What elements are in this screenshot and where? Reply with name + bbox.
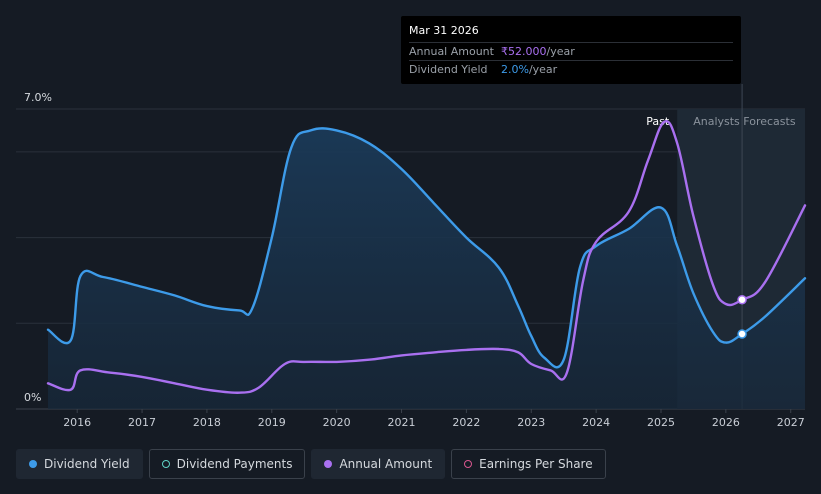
tooltip-date: Mar 31 2026 xyxy=(409,24,479,37)
tooltip-dividend-yield-label: Dividend Yield xyxy=(409,63,488,76)
legend-dot-annual-amount xyxy=(324,460,333,468)
past-label: Past xyxy=(646,115,670,128)
y-tick-label: 7.0% xyxy=(24,91,52,104)
x-tick-label: 2021 xyxy=(388,416,416,429)
legend-label-dividend-yield: Dividend Yield xyxy=(44,457,130,471)
legend-label-annual-amount: Annual Amount xyxy=(339,457,433,471)
legend-earnings-per-share[interactable]: Earnings Per Share xyxy=(451,449,606,479)
x-tick-label: 2023 xyxy=(517,416,545,429)
x-tick-label: 2026 xyxy=(712,416,740,429)
legend-dividend-payments[interactable]: Dividend Payments xyxy=(148,449,306,479)
x-tick-label: 2027 xyxy=(777,416,805,429)
series-line-dividend-yield xyxy=(46,127,807,369)
chart-legend: Dividend Yield Dividend Payments Annual … xyxy=(16,449,606,481)
x-tick-label: 2016 xyxy=(63,416,91,429)
yield-area xyxy=(48,128,805,409)
legend-label-earnings-per-share: Earnings Per Share xyxy=(479,457,593,471)
tooltip-annual-amount-value: ₹52.000 xyxy=(501,45,547,58)
yield-area-fill xyxy=(48,128,805,409)
highlight-marker-annual-amount xyxy=(737,294,747,305)
forecast-label: Analysts Forecasts xyxy=(693,115,796,128)
legend-dot-dividend-payments xyxy=(161,460,170,468)
series-lines xyxy=(46,120,807,394)
markers xyxy=(737,294,747,339)
tooltip-annual-amount-label: Annual Amount xyxy=(409,45,494,58)
legend-dot-dividend-yield xyxy=(29,460,37,468)
legend-dot-earnings-per-share xyxy=(464,460,473,468)
series-line-annual-amount xyxy=(46,120,807,394)
tooltip-row-annual-amount: Annual Amount ₹52.000 /year xyxy=(409,42,733,60)
x-tick-label: 2024 xyxy=(582,416,610,429)
axis-labels: 7.0% 0% 2016 2017 2018 2019 2020 2021 2022 2023 20… xyxy=(24,91,805,429)
legend-annual-amount[interactable]: Annual Amount xyxy=(311,449,446,479)
x-tick-label: 2022 xyxy=(452,416,480,429)
highlight-marker-dividend-yield xyxy=(737,329,747,339)
tooltip-dividend-yield-value: 2.0% xyxy=(501,63,529,76)
legend-label-dividend-payments: Dividend Payments xyxy=(176,457,293,471)
legend-dividend-yield[interactable]: Dividend Yield xyxy=(16,449,143,479)
x-tick-label: 2019 xyxy=(258,416,286,429)
tooltip-annual-amount-unit: /year xyxy=(546,45,575,58)
x-tick-label: 2017 xyxy=(128,416,156,429)
x-tick-label: 2020 xyxy=(323,416,351,429)
x-tick-label: 2025 xyxy=(647,416,675,429)
tooltip-dividend-yield-unit: /year xyxy=(528,63,558,76)
tooltip-row-dividend-yield: Dividend Yield 2.0% /year xyxy=(409,60,733,78)
x-tick-label: 2018 xyxy=(193,416,221,429)
y-tick-label: 0% xyxy=(24,391,41,404)
chart-tooltip: Mar 31 2026 Annual Amount ₹52.000 /year … xyxy=(401,16,741,84)
